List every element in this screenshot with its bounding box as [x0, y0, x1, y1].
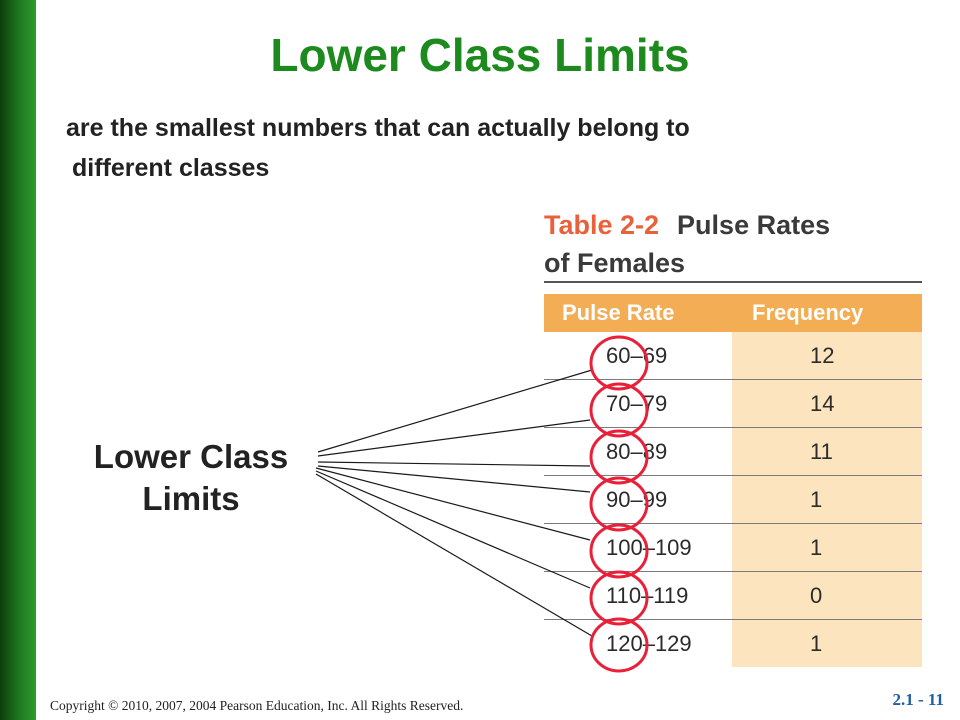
- connector-line: [317, 465, 591, 493]
- definition-line-1: are the smallest numbers that can actual…: [66, 114, 690, 142]
- pulse-rate-cell: 90–99: [544, 475, 732, 524]
- slide-title: Lower Class Limits: [270, 29, 690, 81]
- header-frequency: Frequency: [732, 294, 922, 332]
- lower-limit-circle: [589, 429, 649, 485]
- side-label-line-2: Limits: [142, 480, 240, 517]
- table-title-line-2: of Females: [544, 248, 686, 278]
- connector-line: [317, 369, 593, 453]
- pulse-rate-table: Pulse Rate Frequency 60–69 12 70–79 14 8…: [544, 294, 922, 667]
- connector-line: [315, 473, 593, 637]
- frequency-cell: 14: [732, 379, 922, 428]
- table-number: Table 2-2: [544, 210, 660, 240]
- pulse-rate-cell: 60–69: [544, 332, 732, 380]
- frequency-cell: 1: [732, 619, 922, 667]
- connector-line: [317, 419, 591, 457]
- table-row: 110–119 0: [544, 571, 922, 620]
- frequency-cell: 0: [732, 571, 922, 620]
- copyright-footer: Copyright © 2010, 2007, 2004 Pearson Edu…: [50, 698, 464, 713]
- connector-line: [315, 467, 591, 541]
- slide-number: 2.1 - 11: [892, 690, 944, 709]
- definition-line-2: different classes: [72, 154, 270, 182]
- table-title: Table 2-2 Pulse Rates of Females: [544, 206, 924, 282]
- lower-limit-circle: [589, 335, 649, 391]
- table-row: 60–69 12: [544, 332, 922, 380]
- table-row: 70–79 14: [544, 379, 922, 428]
- lower-class-limits-label: Lower Class Limits: [60, 436, 322, 520]
- lower-limit-circle: [589, 382, 649, 438]
- frequency-cell: 12: [732, 332, 922, 380]
- pulse-rate-cell: 70–79: [544, 379, 732, 428]
- pulse-rate-cell: 110–119: [544, 571, 732, 620]
- lower-limit-circle: [589, 476, 649, 532]
- connector-line: [315, 470, 591, 589]
- lower-limit-circle: [589, 570, 649, 626]
- side-label-line-1: Lower Class: [93, 438, 289, 475]
- lower-limit-circles: [589, 335, 649, 673]
- table-title-line-1: Pulse Rates: [677, 210, 831, 240]
- table-header-row: Pulse Rate Frequency: [544, 294, 922, 332]
- green-sidebar: [0, 0, 36, 720]
- frequency-cell: 1: [732, 523, 922, 572]
- lower-limit-circle: [589, 617, 649, 673]
- header-pulse-rate: Pulse Rate: [544, 294, 732, 332]
- frequency-cell: 1: [732, 475, 922, 524]
- lower-limit-circle: [589, 523, 649, 579]
- pulse-rate-cell: 80–89: [544, 427, 732, 476]
- definition-text: are the smallest numbers that can actual…: [66, 108, 896, 188]
- table-row: 80–89 11: [544, 427, 922, 476]
- table-row: 90–99 1: [544, 475, 922, 524]
- frequency-cell: 11: [732, 427, 922, 476]
- connector-lines: [315, 369, 593, 637]
- connector-line: [317, 461, 591, 467]
- table-title-rule: [544, 281, 922, 283]
